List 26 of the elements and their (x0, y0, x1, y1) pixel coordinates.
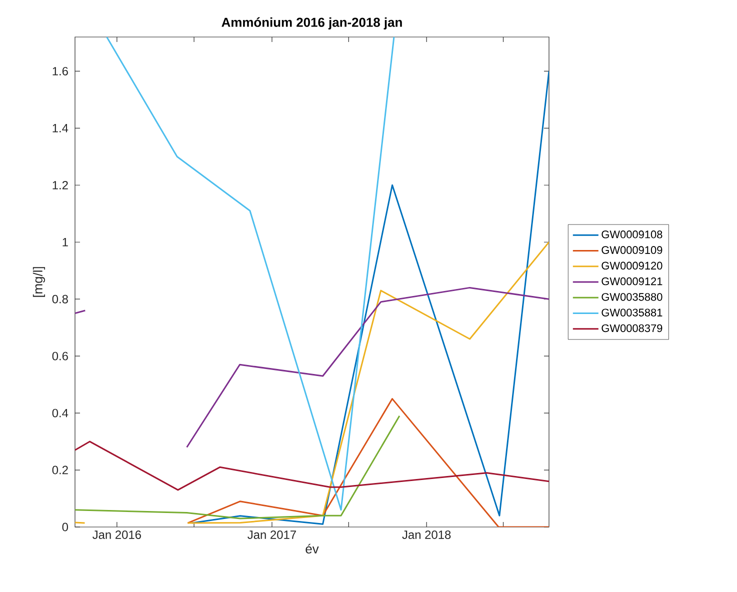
y-tick-label: 0.8 (52, 294, 68, 304)
line-series (186, 398, 550, 527)
y-axis-title: [mg/l] (32, 267, 46, 297)
y-tick-label: 0.6 (52, 352, 68, 360)
y-tick-label: 1 (62, 238, 68, 246)
legend-label: GW0008379 (602, 324, 662, 332)
x-tick-label: Jan 2017 (248, 530, 296, 539)
line-series (106, 36, 395, 511)
legend-label: GW0009108 (602, 230, 662, 238)
y-tick-label: 0.2 (52, 466, 68, 474)
y-tick-label: 1.2 (52, 180, 68, 190)
y-tick-label: 0.4 (52, 408, 68, 418)
y-tick-label: 1.4 (52, 124, 68, 132)
line-series (75, 415, 400, 520)
line-series (75, 440, 550, 491)
x-axis-title: év (306, 544, 319, 554)
legend-label: GW0009109 (602, 246, 662, 254)
y-tick-label: 0 (62, 522, 68, 532)
x-tick-label: Jan 2018 (402, 530, 451, 539)
chart-title: Ammónium 2016 jan-2018 jan (222, 17, 402, 30)
legend-label: GW0009121 (602, 277, 662, 286)
x-tick-label: Jan 2016 (92, 530, 141, 539)
legend-label: GW0009120 (602, 262, 662, 270)
y-tick-label: 1.6 (52, 66, 68, 76)
legend-label: GW0035881 (602, 308, 662, 316)
legend-label: GW0035880 (602, 293, 662, 301)
